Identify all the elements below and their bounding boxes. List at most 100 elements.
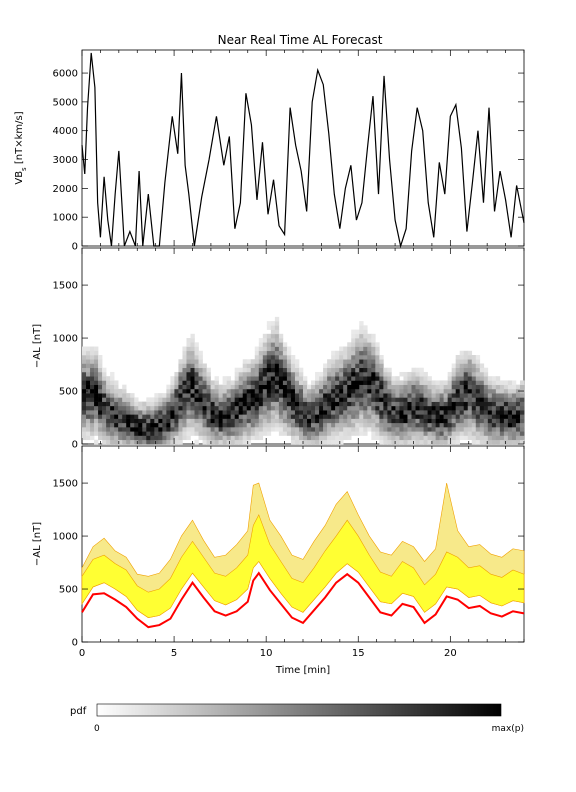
heatmap-cell [170,439,175,445]
heatmap-cell [294,422,300,428]
heatmap-cell [178,422,183,428]
heatmap-cell [307,427,312,432]
heatmap-cell [270,401,276,407]
heatmap-cell [278,401,284,407]
heatmap-cell [210,405,215,411]
heatmap-cell [479,439,485,445]
heatmap-cell [254,367,260,373]
heatmap-cell [258,435,264,441]
heatmap-cell [210,380,215,385]
heatmap-cell [166,431,171,436]
heatmap-cell [459,393,465,398]
heatmap-cell [82,367,87,373]
heatmap-cell [154,431,159,436]
heatmap-cell [343,346,348,352]
heatmap-cell [303,393,308,398]
heatmap-cell [507,435,513,441]
heatmap-cell [491,401,497,407]
heatmap-cell [114,380,119,385]
vbs-ytick-label: 4000 [53,126,78,137]
heatmap-cell [98,393,103,398]
heatmap-cell [351,371,356,377]
vbs-ytick-label: 3000 [53,155,78,166]
heatmap-cell [359,384,364,390]
heatmap-cell [439,380,444,385]
heatmap-cell [282,359,288,364]
heatmap-cell [507,405,513,411]
heatmap-cell [351,329,356,335]
heatmap-cell [459,350,465,356]
heatmap-cell [387,410,392,415]
heatmap-cell [507,422,513,428]
heatmap-cell [266,363,272,369]
heatmap-cell [343,388,348,394]
heatmap-cell [371,371,376,377]
heatmap-cell [379,431,384,436]
heatmap-cell [98,388,103,394]
heatmap-cell [379,384,384,390]
heatmap-cell [415,439,420,445]
heatmap-cell [471,376,477,381]
heatmap-cell [355,431,360,436]
heatmap-cell [427,427,432,432]
heatmap-cell [403,380,408,385]
heatmap-cell [190,359,195,364]
heatmap-cell [110,384,115,390]
heatmap-cell [230,435,235,441]
heatmap-cell [106,422,111,428]
heatmap-cell [443,427,448,432]
heatmap-cell [138,401,143,407]
heatmap-cell [158,431,163,436]
heatmap-cell [294,367,300,373]
heatmap-cell [106,431,111,436]
heatmap-cell [323,439,328,445]
heatmap-cell [487,435,493,441]
heatmap-cell [178,371,183,377]
heatmap-cell [82,422,87,428]
heatmap-cell [130,431,135,436]
heatmap-cell [286,371,292,377]
heatmap-cell [198,371,203,377]
heatmap-cell [335,439,340,445]
heatmap-cell [475,418,481,424]
heatmap-cell [327,367,332,373]
heatmap-cell [250,418,256,424]
heatmap-cell [351,333,356,339]
heatmap-cell [158,401,163,407]
heatmap-cell [282,380,288,385]
heatmap-cell [459,376,465,381]
heatmap-cell [471,393,477,398]
heatmap-cell [198,384,203,390]
heatmap-cell [487,418,493,424]
heatmap-cell [347,422,352,428]
heatmap-cell [495,376,501,381]
heatmap-cell [246,427,252,432]
heatmap-cell [174,410,179,415]
heatmap-cell [431,439,436,445]
heatmap-cell [190,376,195,381]
heatmap-cell [150,418,155,424]
heatmap-cell [307,439,312,445]
heatmap-cell [206,422,211,428]
heatmap-cell [415,414,420,419]
heatmap-cell [447,427,452,432]
heatmap-cell [254,418,260,424]
heatmap-cell [266,422,272,428]
heatmap-cell [234,405,240,411]
heatmap-cell [182,388,187,394]
heatmap-cell [266,321,272,326]
heatmap-cell [122,418,127,424]
heatmap-cell [379,418,384,424]
heatmap-cell [343,410,348,415]
heatmap-cell [258,388,264,394]
heatmap-cell [447,401,452,407]
heatmap-cell [242,380,248,385]
heatmap-cell [395,431,400,436]
heatmap-cell [146,439,151,445]
heatmap-cell [274,338,280,343]
heatmap-cell [335,405,340,411]
heatmap-cell [411,376,416,381]
heatmap-cell [311,380,316,385]
heatmap-cell [403,405,408,411]
